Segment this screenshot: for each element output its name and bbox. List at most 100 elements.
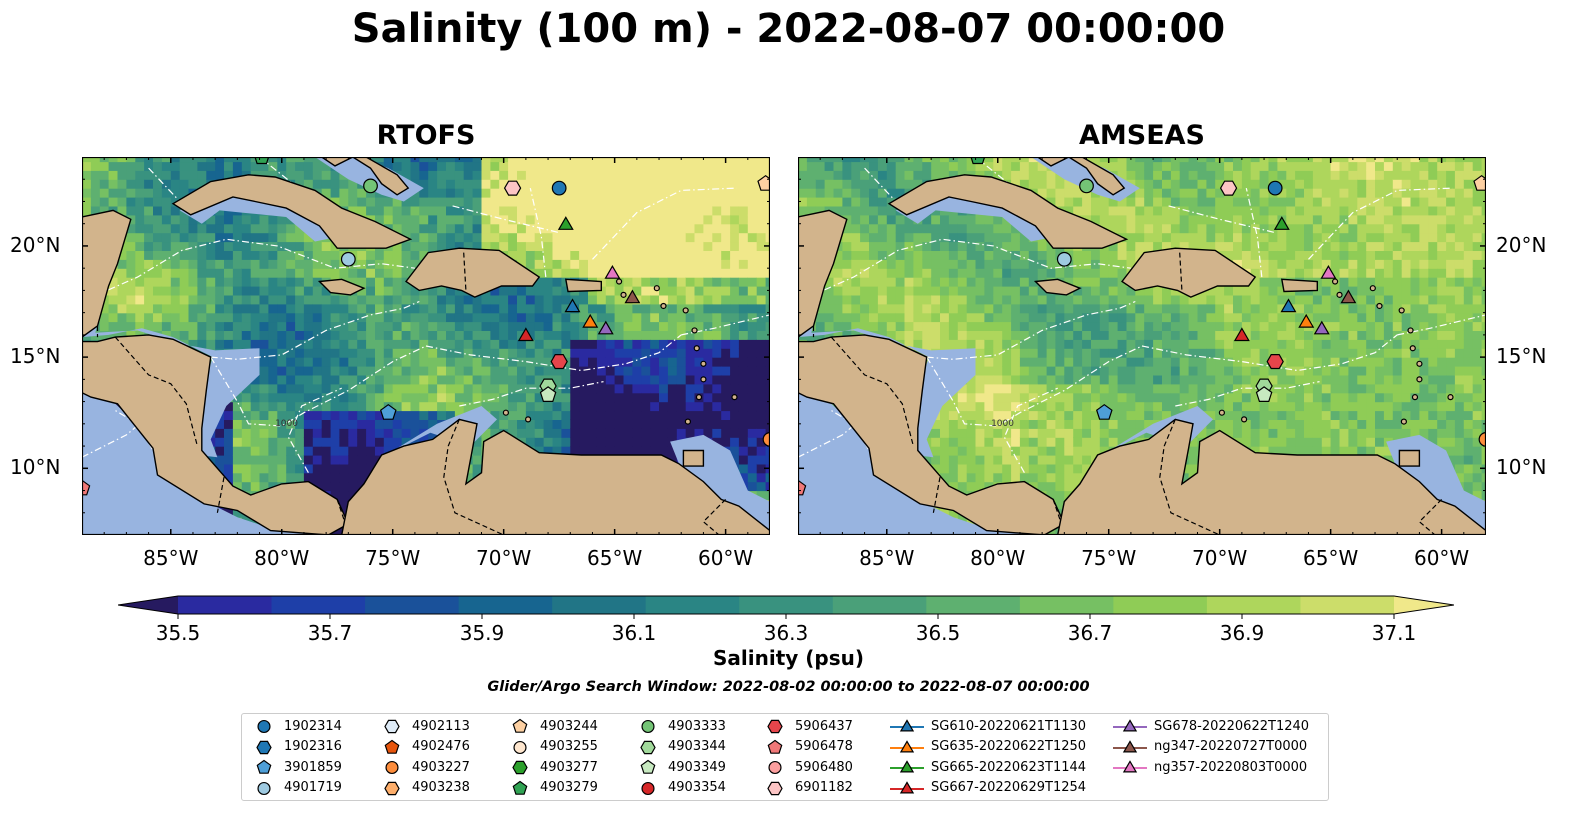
- legend-label: 4902476: [412, 739, 470, 754]
- amseas-marker-3901859: [1095, 403, 1113, 420]
- amseas-lat-tick-label: 20°N: [1496, 232, 1547, 257]
- 4903349-marker-icon: [640, 759, 656, 774]
- legend-item-sg678-20220622t1240: SG678-20220622T1240: [1112, 716, 1309, 736]
- legend-label: 6901182: [795, 780, 853, 795]
- rtofs-island: [693, 345, 700, 352]
- colorbar-segment: [1300, 596, 1395, 614]
- legend-item-sg665-20220623t1144: SG665-20220623T1144: [889, 757, 1086, 777]
- rtofs-lon-tick-label: 60°W: [697, 546, 754, 570]
- main-title: Salinity (100 m) - 2022-08-07 00:00:00: [351, 6, 1226, 52]
- amseas-land-central-america: [798, 334, 1066, 535]
- amseas-eez-boundary: [798, 238, 1131, 303]
- 1902314-marker-icon: [257, 719, 271, 734]
- amseas-lon-tick-label: 70°W: [1192, 546, 1248, 570]
- rtofs-eez-boundary: [459, 381, 604, 407]
- amseas-marker-5906478: [798, 479, 807, 496]
- 4903279-legend-marker: [512, 780, 528, 795]
- 6901182-legend-marker: [767, 781, 783, 795]
- rtofs-lon-tick-label: 65°W: [587, 546, 643, 570]
- colorbar-extend-min: [118, 596, 178, 614]
- 4902476-legend-marker: [384, 739, 400, 754]
- legend: 1902314 1902316 3901859 4901719 4902113 49024…: [241, 713, 1329, 801]
- legend-label: 5906478: [795, 739, 853, 754]
- legend-label: ng347-20220727T0000: [1154, 739, 1308, 754]
- amseas-marker-4901719: [1056, 251, 1072, 267]
- amseas-marker-1902314: [1267, 180, 1283, 196]
- rtofs-map: 1000: [82, 157, 770, 535]
- legend-item-1902316: 1902316: [256, 737, 342, 757]
- legend-label: SG635-20220622T1250: [931, 739, 1087, 754]
- 4903349-legend-marker: [640, 759, 656, 774]
- legend-item-4903279: 4903279: [512, 778, 598, 798]
- 5906437-legend-marker: [767, 719, 783, 734]
- legend-item-sg635-20220622t1250: SG635-20220622T1250: [889, 737, 1086, 757]
- amseas-frame: [798, 157, 1486, 535]
- amseas-island: [1447, 394, 1454, 401]
- legend-label: 4903354: [668, 780, 726, 795]
- legend-item-4903354: 4903354: [640, 778, 726, 798]
- amseas-land-cuba: [887, 174, 1129, 249]
- rtofs-eez-boundary: [425, 334, 682, 372]
- amseas-lon-tick-label: 65°W: [1303, 546, 1359, 570]
- amseas-island: [1398, 307, 1405, 314]
- sg678-20220622t1240-marker-icon: [1113, 719, 1147, 732]
- amseas-marker-4903349: [1255, 386, 1273, 402]
- sg665-20220623t1144-legend-marker: [899, 760, 915, 773]
- amseas-land-hispaniola: [1120, 247, 1257, 298]
- 5906480-legend-marker: [768, 760, 782, 775]
- amseas-marker-sg610-20220621t1130: [1280, 298, 1297, 313]
- amseas-map: 1000: [798, 157, 1486, 535]
- rtofs-eez-boundary: [452, 205, 560, 234]
- legend-item-4901719: 4901719: [256, 778, 342, 798]
- 4903238-marker-icon: [384, 781, 400, 795]
- colorbar-segment: [1113, 596, 1208, 614]
- amseas-land-jamaica: [1033, 278, 1082, 296]
- rtofs-eez-boundary: [210, 300, 420, 360]
- legend-label: 4901719: [284, 780, 342, 795]
- colorbar-tick-label: 35.9: [459, 621, 505, 645]
- 4901719-marker-icon: [257, 781, 271, 795]
- ng347-20220727t0000-legend-marker: [1122, 739, 1138, 752]
- legend-label: 4903227: [412, 759, 470, 775]
- 4903238-legend-marker: [384, 781, 400, 795]
- rtofs-lon-tick-label: 85°W: [143, 546, 199, 570]
- ng357-20220803t0000-legend-marker: [1122, 760, 1138, 773]
- rtofs-marker-6901182: [503, 180, 522, 196]
- amseas-country-border: [830, 336, 914, 447]
- 4903255-marker-icon: [513, 740, 527, 754]
- rtofs-lon-tick-label: 70°W: [476, 546, 532, 570]
- amseas-island: [1400, 418, 1407, 425]
- amseas-country-border: [1159, 419, 1220, 535]
- rtofs-eez-boundary: [82, 238, 415, 303]
- 1902316-legend-marker: [256, 740, 272, 754]
- rtofs-marker-sg635-20220622t1250: [582, 313, 599, 328]
- amseas-marker-4903279: [970, 157, 986, 165]
- legend-label: 4903279: [540, 780, 598, 795]
- legend-label: 4903238: [412, 780, 470, 795]
- legend-item-5906478: 5906478: [767, 737, 853, 757]
- legend-item-4903244: 4903244: [512, 716, 598, 736]
- rtofs-country-border: [463, 252, 467, 291]
- sg665-20220623t1144-marker-icon: [890, 760, 924, 773]
- rtofs-lon-tick-label: 75°W: [365, 546, 421, 570]
- amseas-lon-tick-label: 60°W: [1413, 546, 1470, 570]
- legend-item-4903344: 4903344: [640, 737, 726, 757]
- rtofs-country-border: [702, 498, 727, 535]
- rtofs-island: [695, 394, 703, 401]
- rtofs-shelf-area: [82, 257, 260, 458]
- amseas-marker-4903227: [1478, 431, 1486, 447]
- legend-item-sg667-20220629t1254: SG667-20220629T1254: [889, 778, 1086, 798]
- 4903344-marker-icon: [640, 740, 656, 754]
- rtofs-land-cuba: [171, 174, 413, 249]
- legend-label: 5906437: [795, 718, 853, 734]
- amseas-country-border: [932, 477, 941, 513]
- 4903354-legend-marker: [641, 781, 655, 795]
- rtofs-lat-tick-label: 20°N: [10, 232, 61, 257]
- amseas-land-bahamas: [1036, 157, 1126, 196]
- sg667-20220629t1254-legend-marker: [899, 780, 915, 793]
- legend-item-4902476: 4902476: [384, 737, 470, 757]
- rtofs-eez-boundary: [210, 345, 427, 427]
- amseas-island: [1240, 416, 1248, 423]
- amseas-land-puerto-rico: [1280, 278, 1318, 293]
- amseas-marker-4903333: [1079, 178, 1094, 194]
